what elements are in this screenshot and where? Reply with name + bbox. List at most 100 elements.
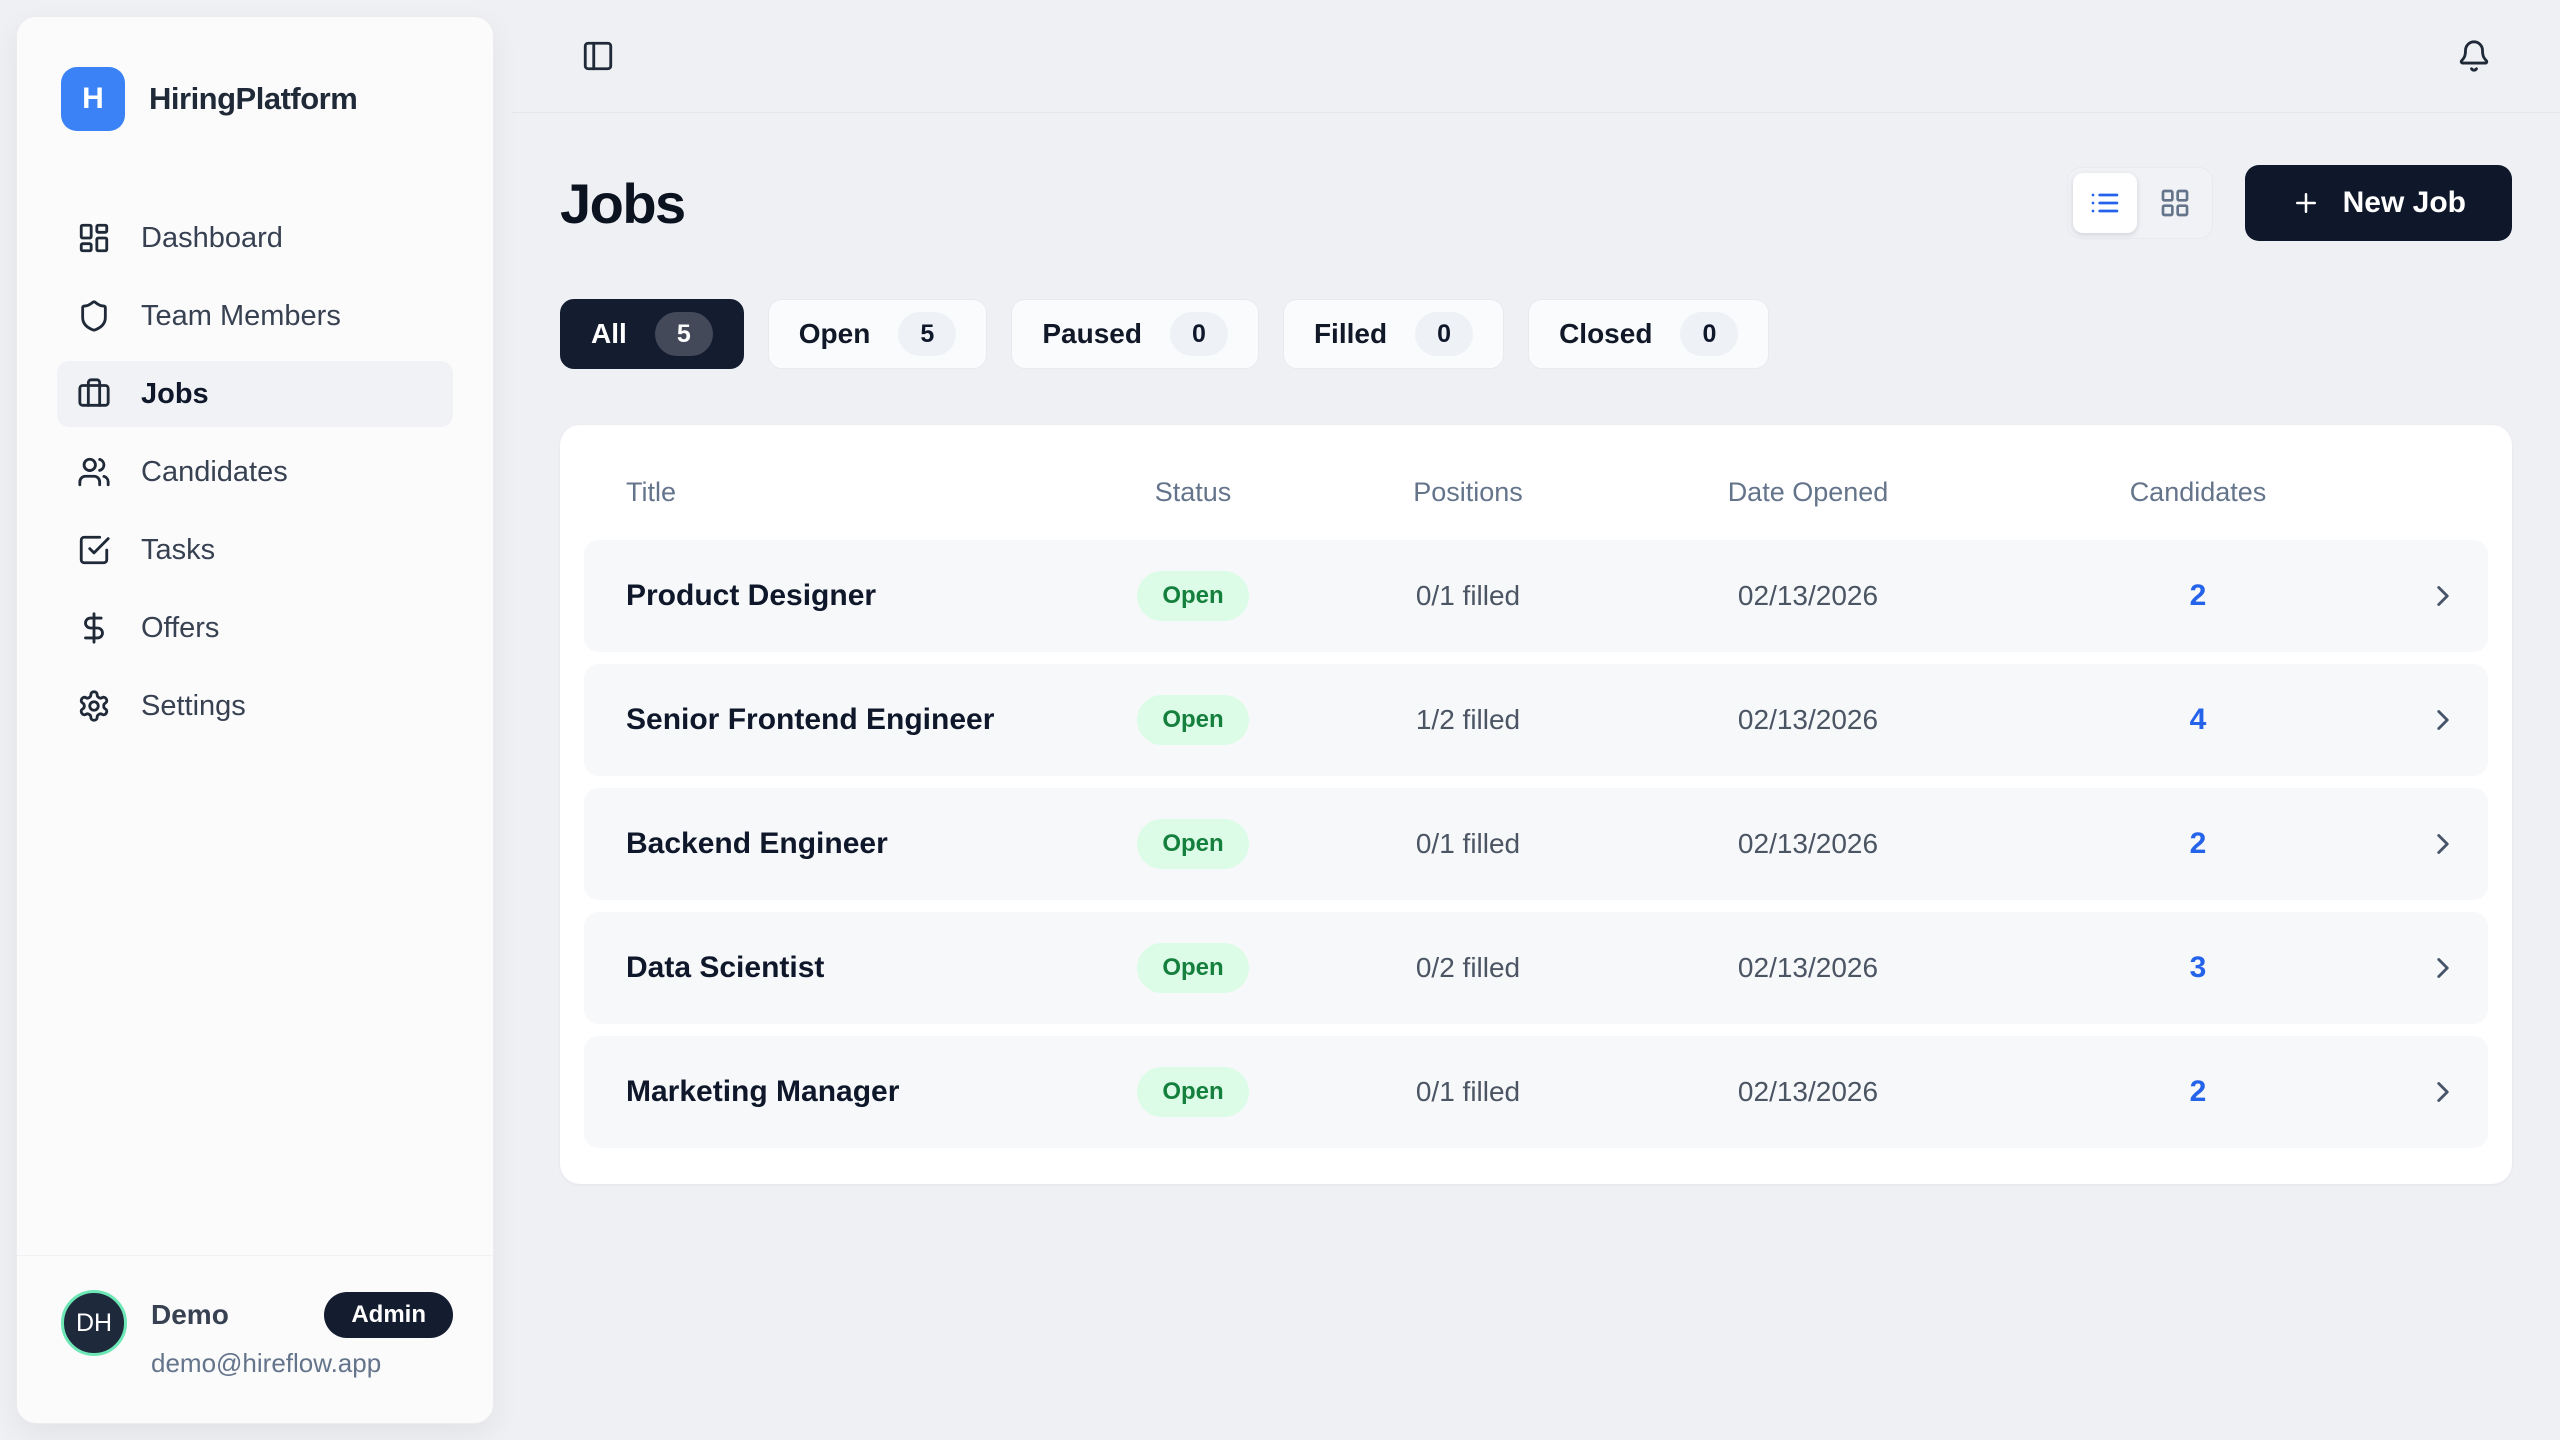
- job-status-cell: Open: [1068, 695, 1318, 745]
- job-row-data-scientist[interactable]: Data Scientist Open 0/2 filled 02/13/202…: [584, 912, 2488, 1024]
- sidebar-item-label: Dashboard: [141, 221, 283, 254]
- filter-tab-label: Filled: [1313, 318, 1388, 349]
- row-open-button[interactable]: [2398, 827, 2488, 861]
- sidebar-item-team-members[interactable]: Team Members: [57, 283, 453, 349]
- status-badge: Open: [1137, 943, 1249, 993]
- main-content: Jobs New Job All: [560, 113, 2512, 1184]
- table-header-row: Title Status Positions Date Opened Candi…: [584, 441, 2488, 540]
- status-badge: Open: [1137, 1067, 1249, 1117]
- candidates-count[interactable]: 2: [2189, 579, 2207, 612]
- filter-tab-count: 0: [1169, 312, 1228, 356]
- row-open-button[interactable]: [2398, 703, 2488, 737]
- filter-tab-count: 5: [654, 312, 713, 356]
- head-actions: New Job: [2066, 165, 2512, 241]
- sidebar-item-dashboard[interactable]: Dashboard: [57, 205, 453, 271]
- dashboard-icon: [77, 221, 111, 255]
- bell-icon: [2459, 40, 2489, 72]
- brand-logo-icon: H: [61, 67, 125, 131]
- job-row-senior-frontend-engineer[interactable]: Senior Frontend Engineer Open 1/2 filled…: [584, 664, 2488, 776]
- filter-tab-filled[interactable]: Filled 0: [1282, 299, 1505, 369]
- job-row-product-designer[interactable]: Product Designer Open 0/1 filled 02/13/2…: [584, 540, 2488, 652]
- notifications-button[interactable]: [2452, 34, 2496, 78]
- sidebar-item-offers[interactable]: Offers: [57, 595, 453, 661]
- dollar-icon: [77, 611, 111, 645]
- filter-tab-count: 0: [1680, 312, 1739, 356]
- row-open-button[interactable]: [2398, 1075, 2488, 1109]
- date-opened-cell: 02/13/2026: [1737, 828, 1879, 859]
- candidates-count[interactable]: 3: [2189, 951, 2207, 984]
- list-view-button[interactable]: [2072, 173, 2137, 233]
- page-head: Jobs New Job: [560, 165, 2512, 241]
- grid-icon: [2161, 189, 2188, 217]
- job-title: Backend Engineer: [626, 827, 888, 860]
- sidebar-nav: Dashboard Team Members Jobs Candidates: [17, 205, 493, 739]
- user-name: Demo: [151, 1299, 229, 1330]
- candidates-count[interactable]: 2: [2189, 827, 2207, 860]
- candidates-count[interactable]: 4: [2189, 703, 2207, 736]
- new-job-label: New Job: [2342, 186, 2466, 219]
- filter-tab-label: All: [591, 318, 627, 349]
- user-email: demo@hireflow.app: [151, 1348, 382, 1378]
- user-row: Demo Admin: [151, 1292, 453, 1338]
- users-icon: [77, 455, 111, 489]
- jobs-table-card: Title Status Positions Date Opened Candi…: [560, 425, 2512, 1184]
- row-open-button[interactable]: [2398, 579, 2488, 613]
- candidates-count[interactable]: 2: [2189, 1075, 2207, 1108]
- positions-cell: 0/1 filled: [1415, 580, 1521, 611]
- sidebar-item-candidates[interactable]: Candidates: [57, 439, 453, 505]
- filter-tab-open[interactable]: Open 5: [767, 299, 988, 369]
- check-square-icon: [77, 533, 111, 567]
- column-header-status: Status: [1154, 477, 1232, 507]
- new-job-button[interactable]: New Job: [2244, 165, 2512, 241]
- chevron-right-icon: [2437, 1082, 2449, 1102]
- job-status-cell: Open: [1068, 819, 1318, 869]
- sidebar-item-tasks[interactable]: Tasks: [57, 517, 453, 583]
- job-status-cell: Open: [1068, 1067, 1318, 1117]
- row-open-button[interactable]: [2398, 951, 2488, 985]
- sidebar-toggle-button[interactable]: [576, 34, 620, 78]
- job-title: Data Scientist: [626, 951, 825, 984]
- status-badge: Open: [1137, 695, 1249, 745]
- job-title: Marketing Manager: [626, 1075, 900, 1108]
- topbar: [512, 0, 2560, 113]
- status-badge: Open: [1137, 819, 1249, 869]
- sidebar-item-label: Jobs: [141, 377, 209, 410]
- filter-tab-all[interactable]: All 5: [560, 299, 744, 369]
- job-row-backend-engineer[interactable]: Backend Engineer Open 0/1 filled 02/13/2…: [584, 788, 2488, 900]
- sidebar-item-label: Candidates: [141, 455, 288, 488]
- filter-tab-paused[interactable]: Paused 0: [1011, 299, 1259, 369]
- job-title: Product Designer: [626, 579, 877, 612]
- filter-tab-count: 0: [1415, 312, 1474, 356]
- chevron-right-icon: [2437, 958, 2449, 978]
- filter-tab-closed[interactable]: Closed 0: [1528, 299, 1770, 369]
- column-header-title: Title: [626, 477, 677, 507]
- job-status-cell: Open: [1068, 943, 1318, 993]
- positions-cell: 0/1 filled: [1415, 1076, 1521, 1107]
- sidebar-item-label: Team Members: [141, 299, 341, 332]
- job-title: Senior Frontend Engineer: [626, 703, 995, 736]
- column-header-positions: Positions: [1413, 477, 1523, 507]
- job-row-marketing-manager[interactable]: Marketing Manager Open 0/1 filled 02/13/…: [584, 1036, 2488, 1148]
- brand: H HiringPlatform: [17, 17, 493, 131]
- date-opened-cell: 02/13/2026: [1737, 704, 1879, 735]
- list-icon: [2091, 193, 2118, 213]
- sidebar: H HiringPlatform Dashboard Team Members …: [16, 16, 494, 1424]
- avatar: DH: [61, 1290, 127, 1356]
- role-badge: Admin: [324, 1292, 453, 1338]
- sidebar-item-jobs[interactable]: Jobs: [57, 361, 453, 427]
- table-body: Product Designer Open 0/1 filled 02/13/2…: [584, 540, 2488, 1148]
- grid-view-button[interactable]: [2143, 173, 2207, 233]
- chevron-right-icon: [2437, 586, 2449, 606]
- sidebar-item-label: Tasks: [141, 533, 216, 566]
- date-opened-cell: 02/13/2026: [1737, 1076, 1879, 1107]
- sidebar-item-label: Offers: [141, 611, 220, 644]
- positions-cell: 1/2 filled: [1415, 704, 1521, 735]
- user-profile[interactable]: DH Demo Admin demo@hireflow.app: [17, 1255, 493, 1423]
- user-meta: Demo Admin demo@hireflow.app: [151, 1290, 453, 1379]
- column-header-candidates: Candidates: [2129, 477, 2267, 507]
- column-header-date-opened: Date Opened: [1727, 477, 1889, 507]
- sidebar-item-settings[interactable]: Settings: [57, 673, 453, 739]
- shield-icon: [77, 299, 111, 333]
- filter-tab-label: Open: [798, 318, 871, 349]
- briefcase-icon: [77, 377, 111, 411]
